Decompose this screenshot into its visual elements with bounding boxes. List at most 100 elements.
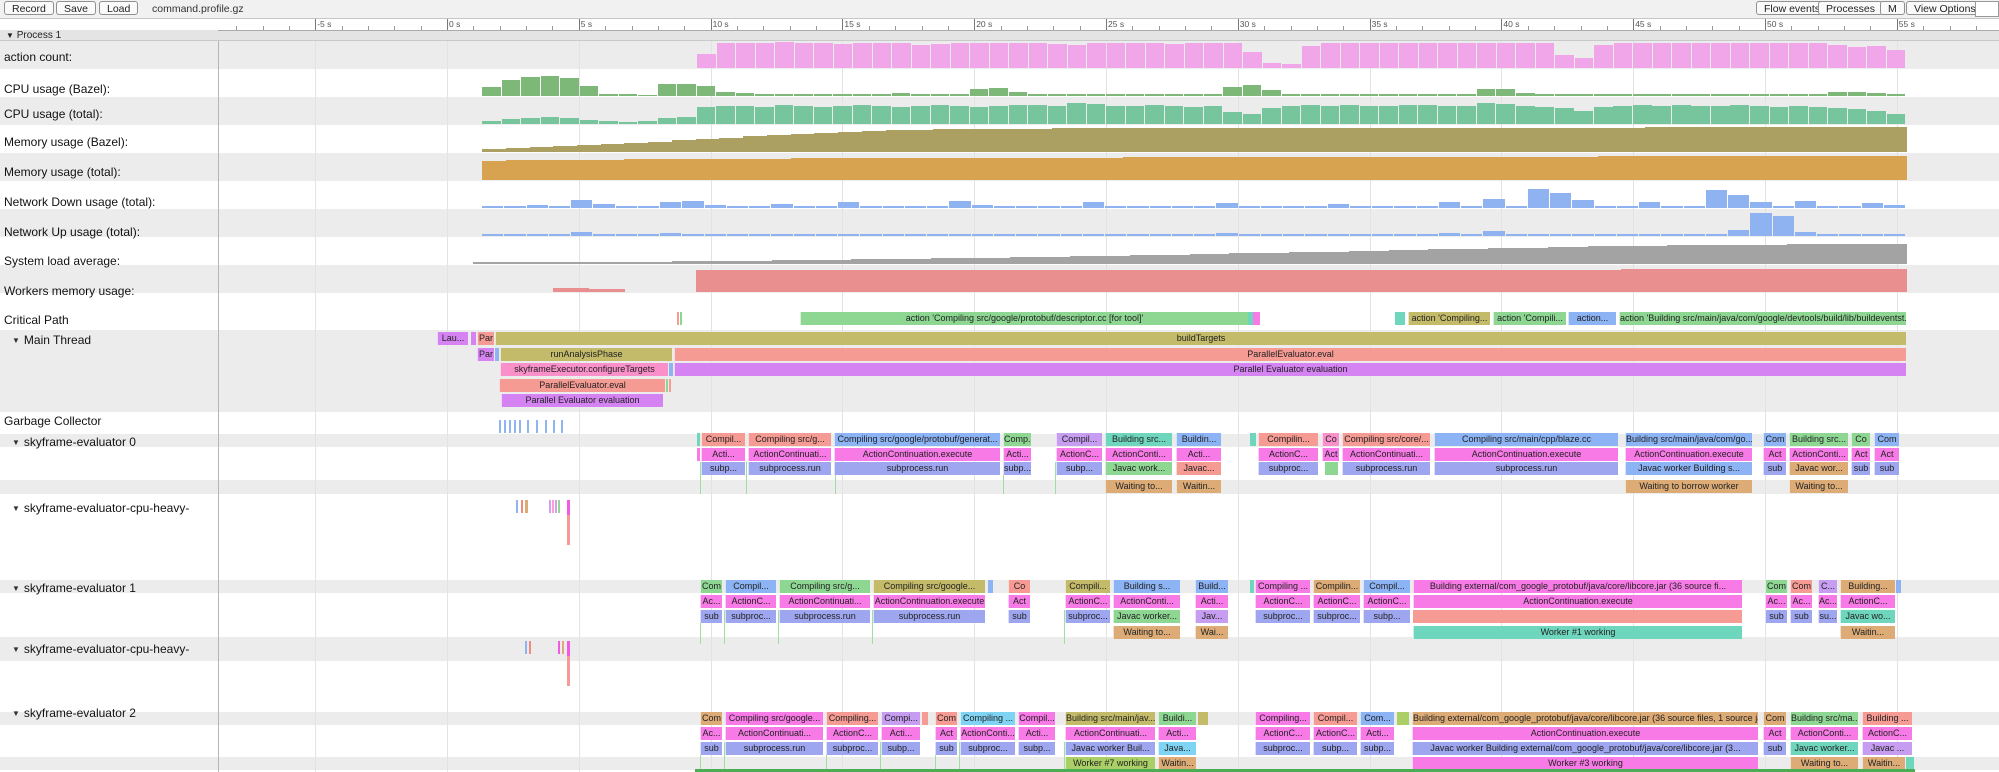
skyframe-evaluator-1-span[interactable]: Act: [1008, 595, 1030, 608]
skyframe-evaluator-0-span[interactable]: Compiling src/g...: [748, 433, 831, 446]
skyframe-evaluator-2-span[interactable]: Building src/main/jav...: [1065, 712, 1155, 725]
skyframe-evaluator-2-span[interactable]: [922, 712, 928, 725]
skyframe-evaluator-2-span[interactable]: Com: [935, 712, 957, 725]
skyframe-evaluator-1-span[interactable]: [1413, 610, 1742, 623]
gc-tick[interactable]: [545, 420, 547, 433]
flow-events-button[interactable]: Flow events: [1756, 1, 1829, 15]
cpu-heavy-event-tick[interactable]: [521, 500, 523, 513]
cpu-heavy-event-tick[interactable]: [558, 641, 560, 654]
skyframe-evaluator-1-span[interactable]: Ac...: [1790, 595, 1812, 608]
main-thread-span[interactable]: skyframeExecutor.configureTargets: [500, 363, 668, 376]
skyframe-evaluator-2-span[interactable]: Worker #3 working: [1412, 757, 1758, 770]
skyframe-evaluator-0-span[interactable]: Com: [1763, 433, 1786, 446]
skyframe-evaluator-1-span[interactable]: Waiting to...: [1113, 626, 1180, 639]
skyframe-evaluator-1-span[interactable]: Jav...: [1195, 610, 1228, 623]
skyframe-evaluator-2-span[interactable]: Act: [1763, 727, 1786, 740]
skyframe-evaluator-2-span[interactable]: ActionC...: [826, 727, 878, 740]
skyframe-evaluator-0-span[interactable]: Buildin...: [1176, 433, 1221, 446]
skyframe-evaluator-2-span[interactable]: Building ...: [1862, 712, 1912, 725]
skyframe-evaluator-1-span[interactable]: Building s...: [1113, 580, 1180, 593]
skyframe-evaluator-0-span[interactable]: ActionC...: [1056, 448, 1102, 461]
record-button[interactable]: Record: [4, 1, 54, 15]
track-label-skyframe-evaluator-cpu-heavy-[interactable]: ▼ skyframe-evaluator-cpu-heavy-: [4, 642, 189, 656]
skyframe-evaluator-1-span[interactable]: subproc...: [1255, 610, 1310, 623]
skyframe-evaluator-1-span[interactable]: Ac...: [700, 595, 722, 608]
skyframe-evaluator-1-span[interactable]: Compili...: [1065, 580, 1110, 593]
skyframe-evaluator-2-span[interactable]: [695, 769, 1915, 772]
gc-tick[interactable]: [504, 420, 506, 433]
skyframe-evaluator-0-span[interactable]: subprocess.run: [748, 462, 831, 475]
main-thread-span[interactable]: [669, 363, 673, 376]
skyframe-evaluator-0-span[interactable]: Compilin...: [1258, 433, 1318, 446]
skyframe-evaluator-1-span[interactable]: Worker #1 working: [1413, 626, 1742, 639]
main-thread-span[interactable]: Parallel Evaluator evaluation: [501, 394, 663, 407]
critical-path-span[interactable]: [1395, 312, 1405, 325]
skyframe-evaluator-0-span[interactable]: sub: [1763, 462, 1786, 475]
skyframe-evaluator-0-span[interactable]: Acti...: [1003, 448, 1031, 461]
skyframe-evaluator-2-span[interactable]: Act: [935, 727, 957, 740]
skyframe-evaluator-2-span[interactable]: Compil...: [1313, 712, 1357, 725]
main-thread-span[interactable]: Par: [477, 348, 494, 361]
skyframe-evaluator-0-span[interactable]: Act: [1874, 448, 1899, 461]
gc-tick[interactable]: [527, 420, 529, 433]
skyframe-evaluator-2-span[interactable]: Compiling ...: [960, 712, 1015, 725]
cpu-heavy-event-tick[interactable]: [567, 500, 570, 515]
skyframe-evaluator-1-span[interactable]: sub: [1790, 610, 1812, 623]
critical-path-span[interactable]: [677, 312, 679, 325]
critical-path-span[interactable]: [1253, 312, 1260, 325]
skyframe-evaluator-2-span[interactable]: Worker #7 working: [1065, 757, 1155, 770]
gc-tick[interactable]: [509, 420, 511, 433]
skyframe-evaluator-1-span[interactable]: Com: [1790, 580, 1812, 593]
skyframe-evaluator-0-span[interactable]: subprocess.run: [834, 462, 1000, 475]
skyframe-evaluator-2-span[interactable]: Acti...: [1018, 727, 1055, 740]
skyframe-evaluator-2-span[interactable]: sub: [935, 742, 957, 755]
critical-path-span[interactable]: action 'Compili...: [1493, 312, 1566, 325]
skyframe-evaluator-1-span[interactable]: Building external/com_google_protobuf/ja…: [1413, 580, 1742, 593]
skyframe-evaluator-2-span[interactable]: Ac...: [700, 727, 722, 740]
skyframe-evaluator-0-span[interactable]: Javac worker Building s...: [1625, 462, 1752, 475]
skyframe-evaluator-1-span[interactable]: Compil...: [725, 580, 776, 593]
skyframe-evaluator-2-span[interactable]: [1198, 712, 1208, 725]
skyframe-evaluator-2-span[interactable]: Buildi...: [1158, 712, 1196, 725]
skyframe-evaluator-1-span[interactable]: ActionConti...: [1113, 595, 1180, 608]
skyframe-evaluator-1-span[interactable]: ActionC...: [1313, 595, 1360, 608]
skyframe-evaluator-1-span[interactable]: ActionContinuation.execute: [1413, 595, 1742, 608]
skyframe-evaluator-2-span[interactable]: Com: [1763, 712, 1786, 725]
skyframe-evaluator-0-span[interactable]: ActionContinuation.execute: [1625, 448, 1752, 461]
skyframe-evaluator-1-span[interactable]: Javac wo...: [1840, 610, 1895, 623]
track-label-skyframe-evaluator-0[interactable]: ▼ skyframe-evaluator 0: [4, 435, 136, 449]
skyframe-evaluator-0-span[interactable]: Act: [1851, 448, 1870, 461]
skyframe-evaluator-0-span[interactable]: Co: [1322, 433, 1339, 446]
skyframe-evaluator-1-span[interactable]: subproc...: [725, 610, 776, 623]
skyframe-evaluator-1-span[interactable]: sub: [700, 610, 722, 623]
skyframe-evaluator-2-span[interactable]: Compiling...: [826, 712, 878, 725]
skyframe-evaluator-0-span[interactable]: Javac...: [1176, 462, 1221, 475]
metrics-button[interactable]: M: [1880, 1, 1905, 15]
skyframe-evaluator-1-span[interactable]: Ac...: [1765, 595, 1787, 608]
skyframe-evaluator-0-span[interactable]: sub: [1874, 462, 1899, 475]
gc-tick[interactable]: [561, 420, 563, 433]
skyframe-evaluator-2-span[interactable]: subp...: [1360, 742, 1394, 755]
skyframe-evaluator-2-span[interactable]: Compil...: [1018, 712, 1055, 725]
skyframe-evaluator-2-span[interactable]: Compiling...: [1255, 712, 1310, 725]
critical-path-span[interactable]: action...: [1568, 312, 1616, 325]
skyframe-evaluator-2-span[interactable]: subproc...: [826, 742, 878, 755]
skyframe-evaluator-0-span[interactable]: Waitin...: [1176, 480, 1221, 493]
main-thread-span[interactable]: runAnalysisPhase: [500, 348, 672, 361]
cpu-heavy-event-tick[interactable]: [567, 515, 570, 545]
skyframe-evaluator-1-span[interactable]: ActionC...: [1840, 595, 1895, 608]
skyframe-evaluator-2-span[interactable]: ActionContinuati...: [1065, 727, 1155, 740]
processes-button[interactable]: Processes: [1818, 1, 1884, 15]
load-button[interactable]: Load: [99, 1, 139, 15]
skyframe-evaluator-0-span[interactable]: Waiting to...: [1789, 480, 1848, 493]
cpu-heavy-event-tick[interactable]: [552, 500, 554, 513]
skyframe-evaluator-1-span[interactable]: [1250, 580, 1254, 593]
skyframe-evaluator-0-span[interactable]: Building src/main/java/com/go...: [1625, 433, 1752, 446]
skyframe-evaluator-0-span[interactable]: ActionContinuati...: [1342, 448, 1430, 461]
skyframe-evaluator-1-span[interactable]: Compiling src/google...: [873, 580, 985, 593]
skyframe-evaluator-0-span[interactable]: subproc...: [1258, 462, 1318, 475]
skyframe-evaluator-2-span[interactable]: ActionConti...: [1790, 727, 1858, 740]
skyframe-evaluator-2-span[interactable]: Acti...: [881, 727, 920, 740]
skyframe-evaluator-0-span[interactable]: sub: [1851, 462, 1870, 475]
skyframe-evaluator-1-span[interactable]: Build...: [1195, 580, 1228, 593]
